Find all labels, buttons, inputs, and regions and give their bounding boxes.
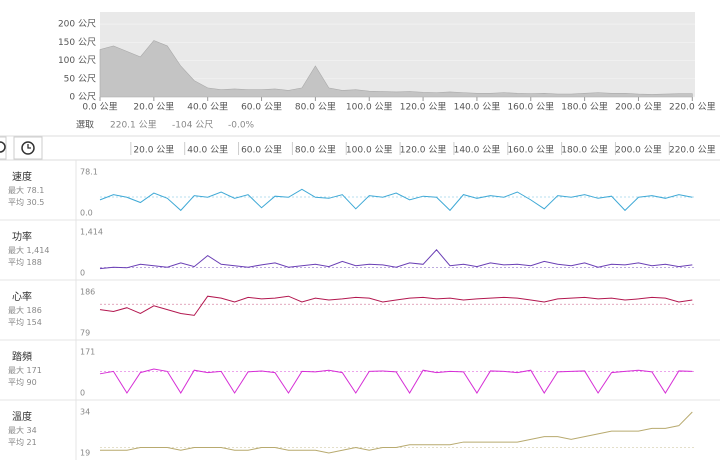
y-tick-label: 0 xyxy=(80,389,85,398)
y-tick-label: 100 公尺 xyxy=(58,55,96,66)
x-tick-label: 140.0 公里 xyxy=(454,145,501,156)
stream-name: 速度 xyxy=(12,170,32,183)
x-tick-label: 100.0 公里 xyxy=(346,145,393,156)
stream-name: 功率 xyxy=(12,230,32,243)
clock-hands xyxy=(27,144,31,149)
y-tick-label: 0 xyxy=(80,269,85,278)
stream-name: 溫度 xyxy=(12,410,32,423)
x-tick-label: 140.0 公里 xyxy=(454,102,501,113)
icon xyxy=(0,141,6,153)
y-tick-label: 78.1 xyxy=(80,168,98,177)
y-tick-label: 171 xyxy=(80,348,95,357)
x-tick-label: 80.0 公里 xyxy=(295,102,336,113)
y-tick-label: 0 公尺 xyxy=(69,92,96,103)
toolbar-button[interactable] xyxy=(0,136,7,160)
stream-stat: 最大 186 xyxy=(8,305,42,315)
stat-label: 最大 xyxy=(8,425,24,435)
selection-grade: -0.0% xyxy=(228,121,255,131)
x-tick-label: 20.0 公里 xyxy=(133,145,174,156)
x-tick-label: 0.0 公里 xyxy=(82,102,117,113)
x-tick-label: 60.0 公里 xyxy=(241,145,282,156)
x-tick-label: 80.0 公里 xyxy=(295,145,336,156)
stream-name: 踏頻 xyxy=(12,350,32,363)
y-tick-label: 150 公尺 xyxy=(58,37,96,48)
stream-stat: 平均 90 xyxy=(8,377,37,387)
stat-value: 21 xyxy=(27,438,37,447)
stream-stat: 平均 154 xyxy=(8,317,42,327)
stream-line xyxy=(99,188,693,212)
x-tick-label: 100.0 公里 xyxy=(346,102,393,113)
stream-stat: 最大 34 xyxy=(8,425,37,435)
plot-background xyxy=(100,12,695,97)
stat-value: 186 xyxy=(27,306,42,315)
stream-line xyxy=(99,295,693,316)
stream-line xyxy=(99,368,693,394)
stat-label: 最大 xyxy=(8,305,24,315)
y-tick-label: 19 xyxy=(80,449,90,458)
stream-stat: 平均 188 xyxy=(8,257,42,267)
y-tick-label: 0.0 xyxy=(80,209,93,218)
stat-label: 平均 xyxy=(8,437,24,447)
stat-value: 90 xyxy=(27,378,37,387)
y-tick-label: 79 xyxy=(80,329,90,338)
x-tick-label: 220.0 公里 xyxy=(669,102,716,113)
stat-label: 平均 xyxy=(8,197,24,207)
selection-elevation: -104 公尺 xyxy=(172,120,213,131)
y-tick-label: 186 xyxy=(80,288,95,297)
x-tick-label: 20.0 公里 xyxy=(133,102,174,113)
x-tick-label: 200.0 公里 xyxy=(615,145,662,156)
stream-name: 心率 xyxy=(12,290,32,303)
x-tick-label: 40.0 公里 xyxy=(187,145,228,156)
stream-stat: 最大 171 xyxy=(8,365,42,375)
stream-line xyxy=(100,411,693,454)
x-tick-label: 60.0 公里 xyxy=(241,102,282,113)
x-tick-label: 120.0 公里 xyxy=(400,145,447,156)
x-tick-label: 180.0 公里 xyxy=(561,145,608,156)
stream-stat: 平均 21 xyxy=(8,437,37,447)
stream-stat: 最大 1,414 xyxy=(8,245,49,255)
selection-label: 選取 xyxy=(76,120,94,131)
selection-distance: 220.1 公里 xyxy=(110,120,157,131)
y-tick-label: 200 公尺 xyxy=(58,19,96,30)
elevation-area xyxy=(99,40,693,98)
clock-icon xyxy=(21,141,35,155)
stat-value: 171 xyxy=(27,366,42,375)
x-tick-label: 200.0 公里 xyxy=(615,102,662,113)
stat-label: 最大 xyxy=(8,245,24,255)
y-tick-label: 50 公尺 xyxy=(64,73,96,84)
y-tick-label: 34 xyxy=(80,408,90,417)
stream-stat: 最大 78.1 xyxy=(8,185,44,195)
stat-label: 平均 xyxy=(8,317,24,327)
x-tick-label: 40.0 公里 xyxy=(187,102,228,113)
stat-label: 平均 xyxy=(8,257,24,267)
stream-line xyxy=(99,249,693,270)
x-tick-label: 180.0 公里 xyxy=(561,102,608,113)
y-tick-label: 1,414 xyxy=(80,228,103,237)
stat-value: 30.5 xyxy=(27,198,45,207)
x-tick-label: 220.0 公里 xyxy=(669,145,716,156)
stat-value: 154 xyxy=(27,318,42,327)
x-tick-label: 160.0 公里 xyxy=(507,102,554,113)
stream-stat: 平均 30.5 xyxy=(8,197,44,207)
stat-value: 1,414 xyxy=(27,246,50,255)
stat-label: 最大 xyxy=(8,185,24,195)
stat-value: 34 xyxy=(27,426,37,435)
stat-value: 188 xyxy=(27,258,42,267)
stat-label: 最大 xyxy=(8,365,24,375)
stat-value: 78.1 xyxy=(27,186,45,195)
x-tick-label: 160.0 公里 xyxy=(507,145,554,156)
stat-label: 平均 xyxy=(8,377,24,387)
x-tick-label: 120.0 公里 xyxy=(400,102,447,113)
